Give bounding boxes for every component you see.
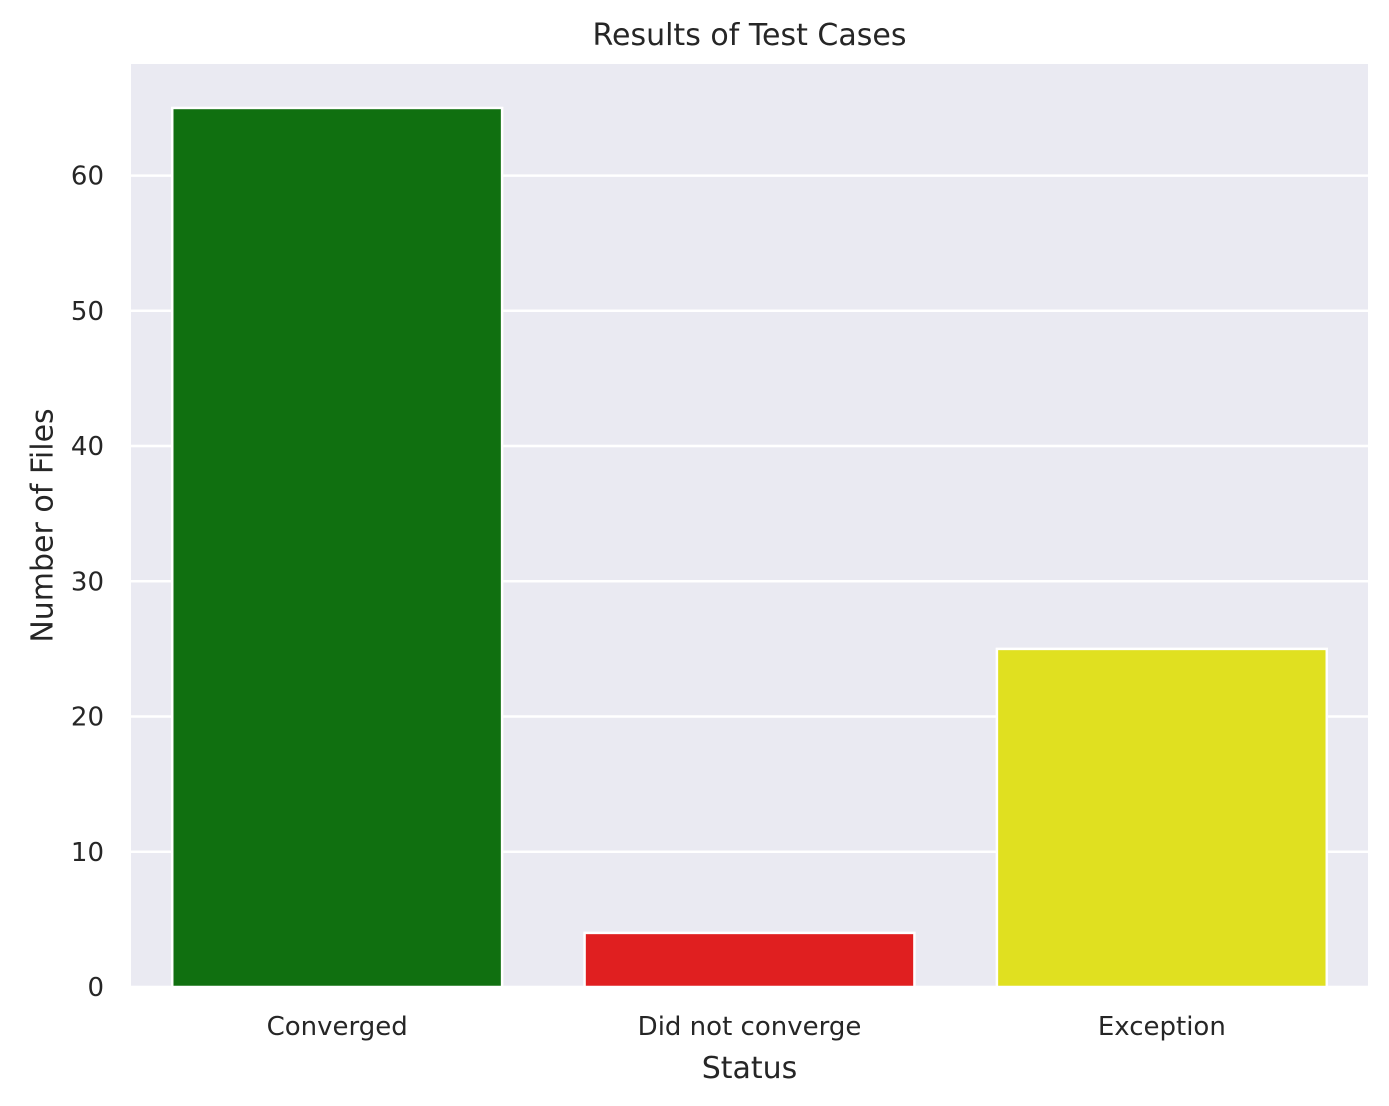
y-tick-labels: 0 10 20 30 40 50 60 bbox=[71, 162, 104, 1003]
x-tick-labels: Converged Did not converge Exception bbox=[267, 1012, 1226, 1042]
chart-title: Results of Test Cases bbox=[593, 18, 907, 53]
y-tick-label: 30 bbox=[71, 567, 104, 597]
y-tick-label: 50 bbox=[71, 297, 104, 327]
x-tick-label: Converged bbox=[267, 1012, 408, 1042]
y-tick-label: 0 bbox=[87, 973, 104, 1003]
y-axis-label: Number of Files bbox=[26, 408, 61, 642]
x-tick-label: Exception bbox=[1098, 1012, 1226, 1042]
y-tick-label: 40 bbox=[71, 432, 104, 462]
x-tick-label: Did not converge bbox=[638, 1012, 862, 1042]
x-axis-label: Status bbox=[702, 1051, 798, 1086]
bar-converged bbox=[170, 106, 504, 989]
y-tick-label: 60 bbox=[71, 162, 104, 192]
bar-exception bbox=[995, 647, 1329, 989]
bars bbox=[170, 106, 1329, 989]
bar-did-not-converge bbox=[583, 931, 916, 989]
y-tick-label: 10 bbox=[71, 838, 104, 868]
y-tick-label: 20 bbox=[71, 703, 104, 733]
